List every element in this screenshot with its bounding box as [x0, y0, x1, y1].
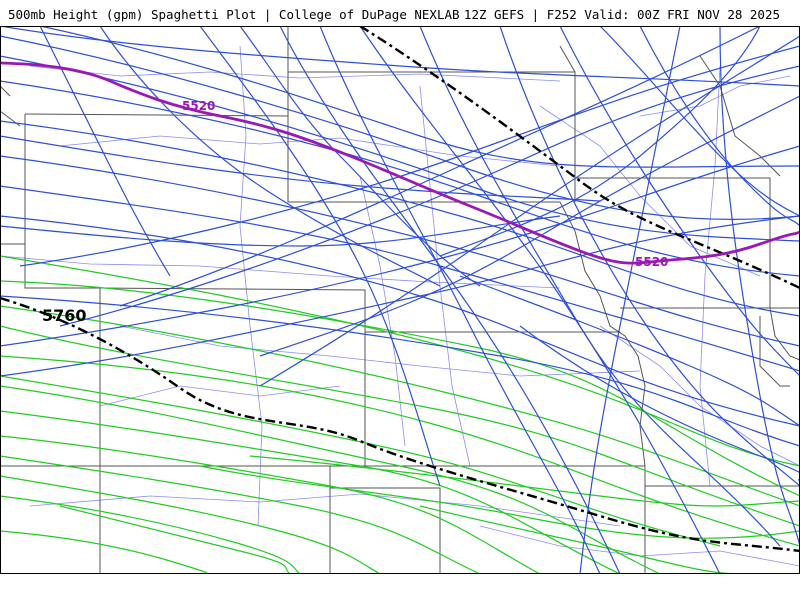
member-line: [359, 26, 721, 574]
contour-label-5520-west: 5520: [182, 99, 215, 113]
member-line: [0, 155, 800, 347]
spaghetti-map: 5520 5520 5760: [0, 26, 800, 574]
road: [29, 493, 621, 527]
member-line: [319, 26, 601, 574]
member-line: [419, 26, 781, 547]
contour-label-5760: 5760: [42, 306, 87, 325]
member-line: [0, 120, 800, 317]
contour-label-5520-east: 5520: [635, 255, 668, 269]
border: [0, 85, 11, 97]
road: [29, 65, 561, 82]
member-line: [459, 275, 800, 427]
member-line: [39, 26, 171, 277]
run-valid-time: 12Z GEFS | F252 Valid: 00Z FRI NOV 28 20…: [463, 7, 780, 22]
member-line: [0, 295, 800, 447]
member-line: [439, 26, 761, 257]
border: [330, 487, 441, 574]
member-line: [239, 26, 481, 287]
member-line: [0, 26, 800, 87]
road: [0, 255, 561, 289]
member-line: [0, 410, 621, 574]
member-line: [19, 45, 800, 267]
member-line: [119, 26, 761, 307]
member-line: [0, 305, 800, 507]
member-line: [199, 465, 800, 539]
member-line: [0, 135, 601, 202]
mean-5520-line: [0, 61, 800, 265]
member-line: [519, 325, 800, 482]
member-line: [99, 26, 441, 287]
border: [559, 45, 576, 73]
member-line: [0, 530, 211, 574]
member-line: [59, 505, 291, 574]
member-line: [199, 26, 441, 487]
member-line: [559, 26, 800, 377]
border: [769, 307, 800, 361]
member-line: [39, 26, 800, 168]
member-line: [0, 215, 800, 377]
state-borders: [0, 26, 800, 574]
member-line: [579, 26, 681, 574]
road: [119, 325, 641, 377]
border: [575, 177, 771, 308]
ensemble-members-5520: [0, 26, 800, 574]
border: [99, 287, 366, 467]
member-line: [0, 255, 800, 467]
member-line: [599, 26, 800, 217]
member-line: [0, 455, 481, 574]
road: [99, 385, 341, 407]
member-line: [0, 475, 381, 574]
road: [639, 75, 791, 117]
member-line: [0, 435, 541, 574]
member-line: [0, 355, 800, 547]
member-line: [0, 145, 800, 347]
member-line: [419, 505, 741, 574]
plot-title: 500mb Height (gpm) Spaghetti Plot | Coll…: [8, 7, 460, 22]
climo-5520-line: [359, 26, 800, 290]
border: [24, 114, 100, 289]
member-line: [279, 26, 621, 574]
climatology-lines: [0, 26, 800, 553]
member-line: [0, 325, 800, 527]
member-line: [0, 385, 661, 574]
member-line: [59, 65, 800, 327]
ensemble-members-5760: [0, 255, 800, 574]
member-line: [0, 375, 721, 547]
road: [699, 65, 721, 487]
member-line: [0, 80, 800, 277]
map-panel: 5520 5520 5760: [0, 26, 800, 574]
member-line: [0, 55, 800, 242]
climo-5760-line: [0, 296, 800, 553]
border: [699, 55, 781, 177]
member-line: [0, 35, 800, 221]
member-line: [719, 26, 800, 547]
plot-header: 500mb Height (gpm) Spaghetti Plot | Coll…: [0, 0, 800, 26]
plot-footer: [0, 574, 800, 600]
border: [759, 316, 790, 387]
member-line: [0, 280, 800, 497]
member-line: [499, 26, 800, 487]
member-line: [0, 215, 561, 247]
road: [599, 325, 800, 467]
member-line: [0, 495, 301, 574]
